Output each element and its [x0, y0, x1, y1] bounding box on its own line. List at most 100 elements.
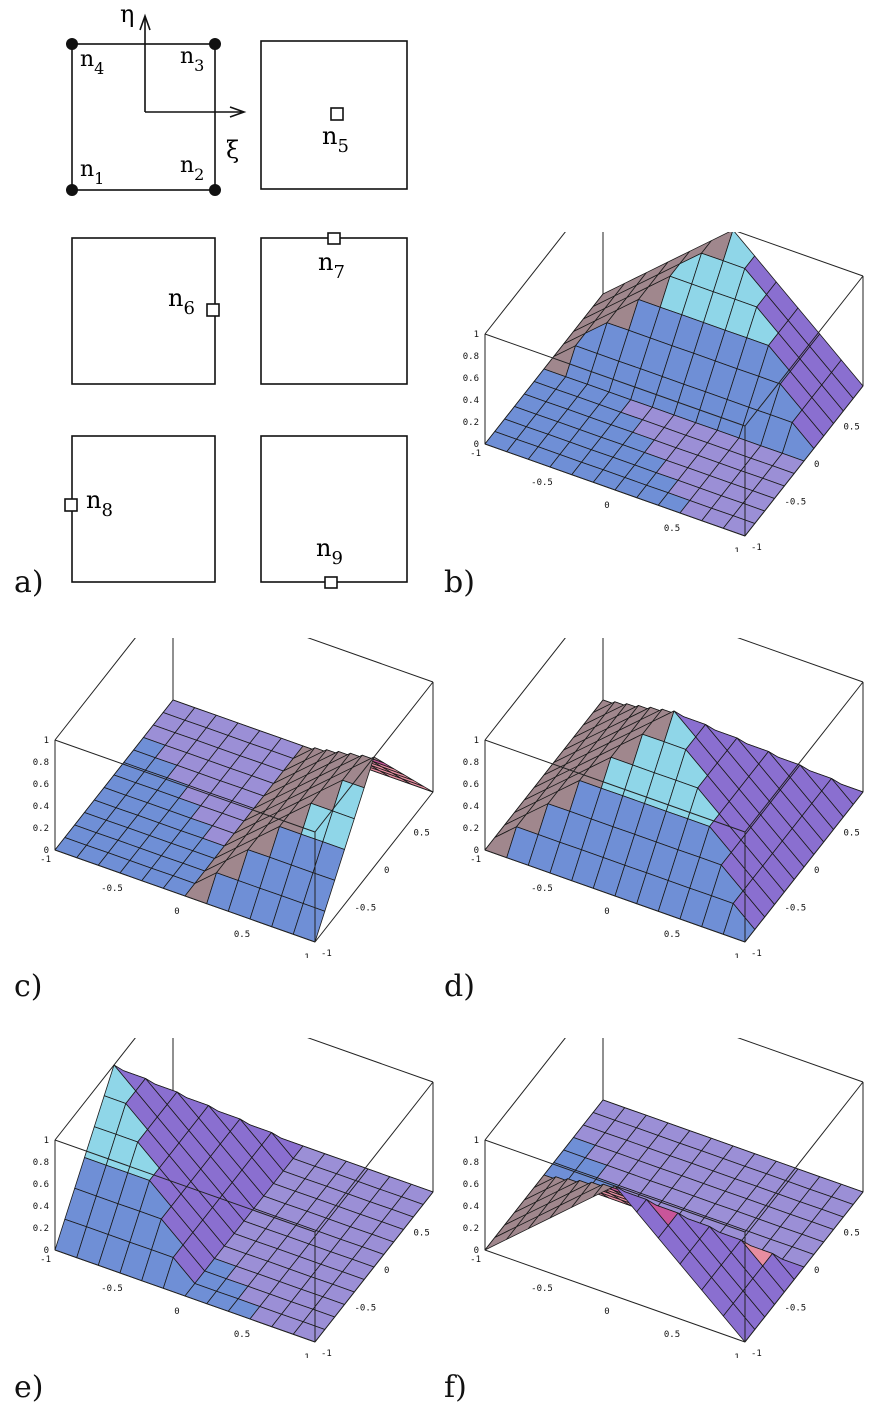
box-edge	[314, 791, 434, 943]
box-edge	[314, 1191, 434, 1343]
box-edge	[484, 232, 566, 335]
box-edge	[744, 385, 864, 537]
surface-mesh	[484, 699, 864, 943]
z-tick-label: 0.2	[463, 1224, 479, 1234]
y-tick-label: -1	[321, 1349, 332, 1358]
z-tick-label: 1	[474, 330, 479, 340]
z-tick-label: 0.2	[463, 418, 479, 428]
surface-plot-c: 10.80.60.40.20-0.500.51-110.50-0.5-1	[33, 638, 434, 958]
node-label-n6: n6	[168, 284, 195, 319]
box-edge	[484, 1249, 746, 1343]
plot-box-front	[484, 681, 864, 943]
y-tick-label: -0.5	[785, 498, 807, 508]
corner-node-dot-4	[66, 38, 78, 50]
node-marker-n7	[327, 232, 341, 245]
y-tick-label: -1	[751, 543, 762, 552]
plot-box-front	[54, 1081, 434, 1343]
surface-plot-f: 10.80.60.40.20-0.500.51-110.50-0.5-1	[463, 1038, 864, 1358]
z-tick-label: 0.8	[463, 1158, 479, 1168]
z-tick-label: 1	[474, 736, 479, 746]
z-tick-label: 0.6	[33, 1180, 49, 1190]
xi-label: ξ	[226, 136, 239, 164]
panel-label-e: e)	[14, 1370, 44, 1405]
z-tick-label: 0.6	[463, 780, 479, 790]
box-edge	[744, 1191, 864, 1343]
x-tick-label: 0	[174, 1307, 179, 1317]
x-tick-label: 0	[604, 501, 609, 511]
box-edge	[737, 232, 864, 277]
z-tick-label: 0.6	[463, 374, 479, 384]
surface-plot-b: 10.80.60.40.20-0.500.51-110.50-0.5-1	[463, 232, 864, 552]
node-marker-n8	[64, 498, 78, 512]
box-edge	[737, 638, 864, 683]
node-label-n9: n9	[316, 534, 343, 569]
node-label-n1: n1	[80, 157, 104, 188]
corner-node-dot-1	[66, 184, 78, 196]
x-tick-label: 1	[304, 953, 309, 958]
box-edge	[484, 739, 746, 833]
y-tick-label: 0.5	[844, 1229, 860, 1239]
box-edge	[54, 1139, 316, 1233]
x-tick-label: 0	[604, 1307, 609, 1317]
x-tick-label: -0.5	[531, 884, 553, 894]
z-tick-label: 0.8	[463, 352, 479, 362]
z-tick-label: 0.4	[463, 1202, 479, 1212]
z-tick-label: 0.2	[463, 824, 479, 834]
x-tick-label: 1	[734, 1353, 739, 1358]
panel-label-f: f)	[444, 1370, 467, 1405]
z-tick-label: 1	[44, 736, 49, 746]
box-edge	[744, 791, 864, 943]
z-tick-label: 0.4	[463, 396, 479, 406]
z-tick-label: 0.8	[33, 758, 49, 768]
z-tick-label: 1	[44, 1136, 49, 1146]
y-tick-label: -0.5	[785, 904, 807, 914]
y-tick-label: 0.5	[844, 423, 860, 433]
z-tick-label: 0	[474, 846, 479, 856]
panel-label-d: d)	[444, 969, 475, 1004]
panel-label-c: c)	[14, 969, 43, 1004]
x-tick-label: 1	[734, 953, 739, 958]
panel-label-a: a)	[14, 565, 44, 600]
surface-plot-e: 10.80.60.40.20-0.500.51-110.50-0.5-1	[33, 1038, 434, 1358]
box-edge	[314, 1081, 434, 1233]
x-tick-label: -0.5	[531, 478, 553, 488]
node-label-n3: n3	[180, 44, 204, 75]
x-tick-label: -0.5	[531, 1284, 553, 1294]
box-edge	[484, 849, 746, 943]
z-tick-label: 0.8	[463, 758, 479, 768]
x-tick-label: 0.5	[664, 930, 680, 940]
x-tick-label: 0.5	[664, 1330, 680, 1340]
eta-arrowhead	[139, 13, 151, 31]
x-tick-label: 1	[734, 547, 739, 552]
y-tick-label: 0.5	[844, 829, 860, 839]
eta-label: η	[120, 0, 134, 28]
z-tick-label: 0.8	[33, 1158, 49, 1168]
surface-mesh	[54, 1064, 434, 1343]
y-tick-label: 0	[814, 460, 819, 470]
y-tick-label: 0	[814, 866, 819, 876]
surface-mesh	[484, 232, 864, 537]
box-edge	[744, 1081, 864, 1233]
axis-ticks: 10.80.60.40.20-0.500.51-110.50-0.5-1	[463, 1136, 860, 1358]
element-node-diagram: η ξ n4 n3 n1 n2 n5 n6 n7 n8 n9	[64, 0, 408, 589]
element-square-n7	[260, 237, 408, 385]
z-tick-label: 1	[474, 1136, 479, 1146]
y-tick-label: 0.5	[414, 829, 430, 839]
plot-box-front	[484, 275, 864, 537]
y-tick-label: 0	[814, 1266, 819, 1276]
box-edge	[307, 638, 434, 683]
element-square-n5	[260, 40, 408, 190]
x-tick-label: 1	[304, 1353, 309, 1358]
surface-mesh	[484, 1099, 864, 1343]
axis-ticks: 10.80.60.40.20-0.500.51-110.50-0.5-1	[463, 736, 860, 958]
node-label-n5: n5	[322, 122, 349, 157]
z-tick-label: 0	[474, 440, 479, 450]
z-tick-label: 0.4	[33, 1202, 49, 1212]
x-tick-label: 0.5	[234, 930, 250, 940]
box-edge	[484, 1139, 746, 1233]
z-tick-label: 0.4	[33, 802, 49, 812]
xi-arrowhead	[229, 106, 247, 118]
box-edge	[484, 1038, 566, 1141]
x-tick-label: -0.5	[101, 884, 123, 894]
axis-ticks: 10.80.60.40.20-0.500.51-110.50-0.5-1	[33, 736, 430, 958]
